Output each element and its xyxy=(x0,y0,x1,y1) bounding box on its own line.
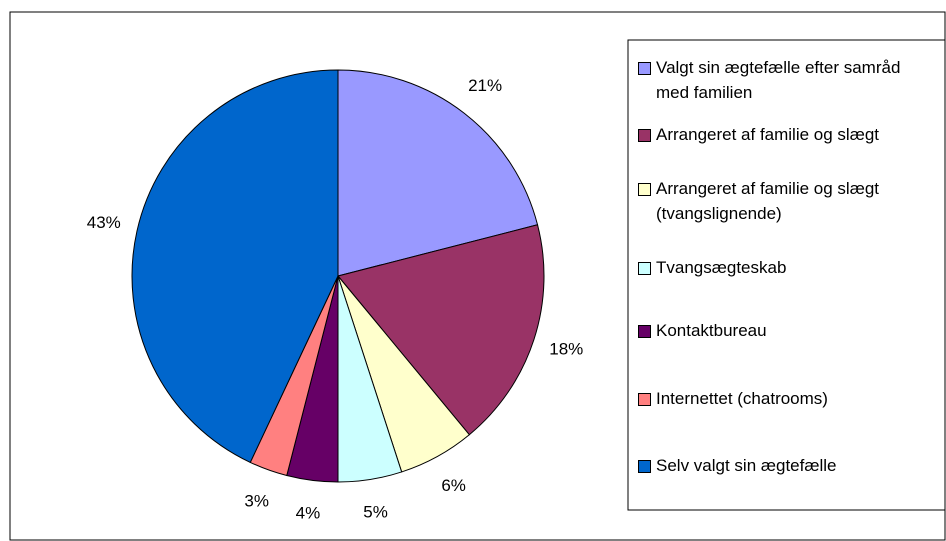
legend-label: Arrangeret af familie og slægt xyxy=(656,125,879,144)
legend-swatch xyxy=(638,325,651,338)
legend-label: Arrangeret af familie og slægt (tvangsli… xyxy=(656,179,879,223)
data-label: 3% xyxy=(244,491,269,510)
data-label: 21% xyxy=(468,76,502,95)
legend-swatch xyxy=(638,62,651,75)
data-label: 5% xyxy=(363,503,388,522)
legend-label: Kontaktbureau xyxy=(656,321,767,340)
legend-swatch xyxy=(638,460,651,473)
data-label: 18% xyxy=(549,340,583,359)
legend-box xyxy=(627,39,946,511)
legend-swatch xyxy=(638,262,651,275)
legend-swatch xyxy=(638,129,651,142)
legend-label: Tvangsægteskab xyxy=(656,258,787,277)
data-label: 4% xyxy=(296,504,321,523)
pie-slice xyxy=(337,69,539,277)
legend-swatch xyxy=(638,183,651,196)
legend-label: Internettet (chatrooms) xyxy=(656,389,828,408)
data-label: 43% xyxy=(87,213,121,232)
legend-label: Valgt sin ægtefælle efter samråd med fam… xyxy=(656,58,901,102)
legend-swatch xyxy=(638,393,651,406)
legend-label: Selv valgt sin ægtefælle xyxy=(656,456,837,475)
pie-slice xyxy=(337,224,545,436)
data-label: 6% xyxy=(441,476,466,495)
pie-slice xyxy=(131,69,339,464)
